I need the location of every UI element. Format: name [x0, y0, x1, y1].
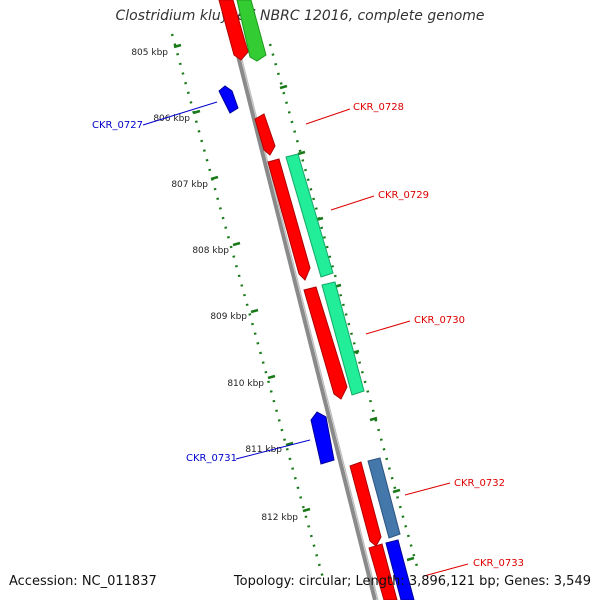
feature-cyan-0729[interactable] — [285, 153, 334, 278]
feature-green-top[interactable] — [236, 0, 267, 62]
scale-label-806: 806 kbp — [153, 114, 190, 124]
gene-label-ckr-0733[interactable]: CKR_0733 — [473, 558, 524, 569]
genome-backbone — [222, 0, 379, 600]
accession-text: Accession: NC_011837 — [9, 574, 157, 589]
feature-blue-0733[interactable] — [385, 539, 415, 600]
cds-ckr-0729[interactable] — [267, 158, 311, 281]
cds-top-red[interactable] — [218, 0, 249, 61]
scale-label-811: 811 kbp — [245, 445, 282, 455]
cds-ckr-0733[interactable] — [368, 543, 398, 600]
feature-cyan-0730[interactable] — [321, 281, 365, 396]
cds-ckr-0730[interactable] — [303, 286, 348, 400]
map-title: Clostridium kluyveri NBRC 12016, complet… — [115, 8, 485, 24]
feature-steel-0732[interactable] — [367, 457, 401, 539]
gene-label-ckr-0728[interactable]: CKR_0728 — [353, 102, 404, 113]
scale-labels: 805 kbp 806 kbp 807 kbp 808 kbp 809 kbp … — [131, 48, 298, 523]
gene-labels: CKR_0727 CKR_0728 CKR_0729 CKR_0730 CKR_… — [92, 102, 524, 569]
cds-ckr-0728[interactable] — [254, 113, 276, 156]
gene-label-ckr-0729[interactable]: CKR_0729 — [378, 190, 429, 201]
scale-major-ticks — [173, 43, 311, 513]
scale-label-805: 805 kbp — [131, 48, 168, 58]
scale-track-outer — [268, 43, 420, 571]
gene-label-ckr-0730[interactable]: CKR_0730 — [414, 315, 465, 326]
gene-label-ckr-0727[interactable]: CKR_0727 — [92, 120, 143, 131]
scale-track-inner — [170, 33, 325, 579]
scale-label-812: 812 kbp — [261, 513, 298, 523]
scale-label-808: 808 kbp — [192, 246, 229, 256]
cds-ckr-0727[interactable] — [218, 85, 239, 114]
cds-ckr-0731[interactable] — [310, 411, 335, 465]
scale-label-809: 809 kbp — [210, 312, 247, 322]
label-leader-lines — [142, 101, 469, 577]
cds-ckr-0732[interactable] — [349, 461, 382, 547]
genome-summary-text: Topology: circular; Length: 3,896,121 bp… — [233, 574, 591, 589]
scale-label-807: 807 kbp — [171, 180, 208, 190]
gene-label-ckr-0732[interactable]: CKR_0732 — [454, 478, 505, 489]
gene-label-ckr-0731[interactable]: CKR_0731 — [186, 453, 237, 464]
scale-label-810: 810 kbp — [227, 379, 264, 389]
